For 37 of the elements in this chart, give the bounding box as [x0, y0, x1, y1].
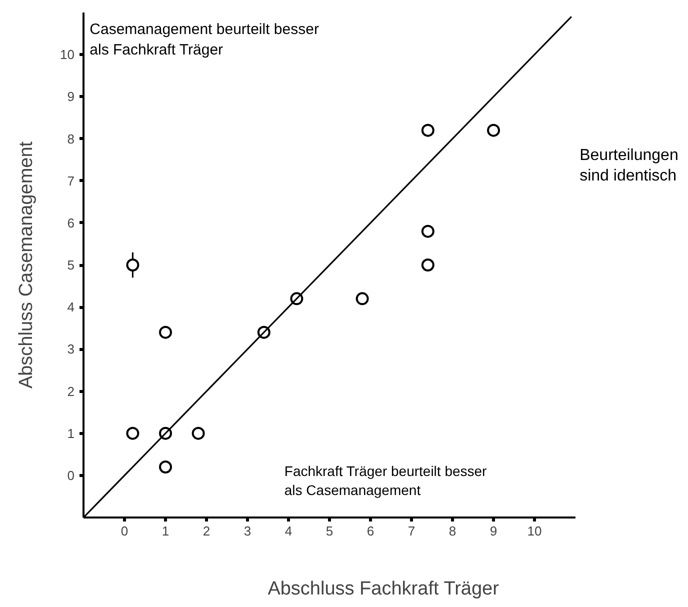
point — [159, 326, 172, 339]
y-tick-label: 9 — [67, 89, 75, 104]
y-tick-label: 5 — [67, 258, 75, 272]
x-tick-label: 7 — [408, 524, 416, 538]
annotation: Casemanagement beurteilt besser als Fachkraft Träger — [90, 20, 319, 58]
x-tick-label: 1 — [162, 524, 170, 538]
x-tick-label: 5 — [326, 524, 334, 538]
x-tick-label: 6 — [366, 524, 374, 538]
x-tick-label: 8 — [448, 524, 456, 538]
y-tick-label: 0 — [67, 468, 75, 483]
point — [192, 426, 205, 440]
point — [421, 124, 434, 137]
y-tick-label: 4 — [67, 300, 75, 315]
point — [421, 258, 434, 272]
x-tick-label: 4 — [284, 524, 292, 538]
x-tick-label: 3 — [244, 524, 252, 538]
text: Beurteilungen sind identisch — [580, 147, 678, 185]
x-tick-label: 10 — [527, 524, 542, 538]
point — [356, 292, 369, 306]
y-tick-label: 2 — [67, 384, 75, 399]
x-tick-label: 0 — [120, 524, 128, 538]
x-axis-title: Abschluss Fachkraft Träger — [268, 578, 500, 600]
point — [159, 460, 172, 474]
y-tick-label: 3 — [67, 342, 75, 357]
x-tick-label: 9 — [490, 524, 498, 538]
y-tick-label: 7 — [67, 173, 75, 188]
x-tick-label: 2 — [202, 524, 210, 538]
point — [487, 124, 500, 137]
y-tick-label: 10 — [60, 47, 75, 62]
y-axis-title: Abschluss Casemanagement — [16, 140, 38, 389]
point — [126, 258, 140, 272]
y-tick-label: 1 — [67, 426, 75, 441]
annotation: Fachkraft Träger beurteilt besser als Casemanagement — [284, 462, 488, 498]
y-tick-label: 8 — [67, 131, 75, 146]
point — [421, 224, 434, 238]
point — [126, 426, 140, 440]
y-tick-label: 6 — [67, 215, 75, 230]
